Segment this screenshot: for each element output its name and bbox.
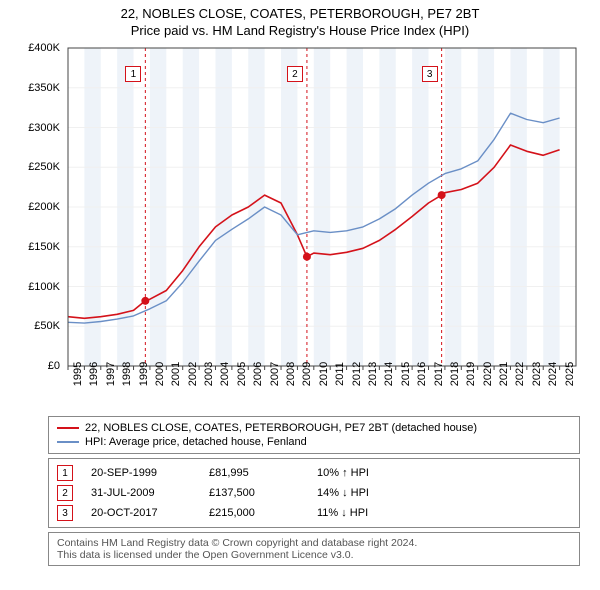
ytick-label: £300K xyxy=(16,122,60,134)
title-sub: Price paid vs. HM Land Registry's House … xyxy=(0,23,600,38)
event-row-1: 1 20-SEP-1999 £81,995 10% ↑ HPI xyxy=(57,463,571,483)
event-date-2: 31-JUL-2009 xyxy=(91,487,191,499)
ytick-label: £0 xyxy=(16,360,60,372)
chart-event-marker-2: 2 xyxy=(287,66,303,82)
ytick-label: £400K xyxy=(16,42,60,54)
xtick-label: 2015 xyxy=(400,362,412,386)
chart-svg xyxy=(20,40,580,410)
ytick-label: £50K xyxy=(16,320,60,332)
footer-line-1: Contains HM Land Registry data © Crown c… xyxy=(57,537,571,549)
xtick-label: 2021 xyxy=(498,362,510,386)
event-row-3: 3 20-OCT-2017 £215,000 11% ↓ HPI xyxy=(57,503,571,523)
event-price-3: £215,000 xyxy=(209,507,299,519)
xtick-label: 2017 xyxy=(433,362,445,386)
xtick-label: 2014 xyxy=(383,362,395,386)
ytick-label: £150K xyxy=(16,241,60,253)
xtick-label: 2003 xyxy=(203,362,215,386)
event-hpi-2: 14% ↓ HPI xyxy=(317,487,369,499)
xtick-label: 1997 xyxy=(105,362,117,386)
title-main: 22, NOBLES CLOSE, COATES, PETERBOROUGH, … xyxy=(0,6,600,21)
legend-label-property: 22, NOBLES CLOSE, COATES, PETERBOROUGH, … xyxy=(85,422,477,434)
xtick-label: 2023 xyxy=(531,362,543,386)
ytick-label: £350K xyxy=(16,82,60,94)
xtick-label: 2020 xyxy=(482,362,494,386)
xtick-label: 2000 xyxy=(154,362,166,386)
legend-swatch-property xyxy=(57,427,79,429)
xtick-label: 2012 xyxy=(351,362,363,386)
chart-event-marker-1: 1 xyxy=(125,66,141,82)
xtick-label: 2007 xyxy=(269,362,281,386)
xtick-label: 1998 xyxy=(121,362,133,386)
ytick-label: £100K xyxy=(16,281,60,293)
xtick-label: 2011 xyxy=(334,362,346,386)
events-table: 1 20-SEP-1999 £81,995 10% ↑ HPI 2 31-JUL… xyxy=(48,458,580,528)
titles: 22, NOBLES CLOSE, COATES, PETERBOROUGH, … xyxy=(0,0,600,40)
xtick-label: 2009 xyxy=(301,362,313,386)
legend-row-hpi: HPI: Average price, detached house, Fenl… xyxy=(57,435,571,449)
event-date-1: 20-SEP-1999 xyxy=(91,467,191,479)
xtick-label: 2006 xyxy=(252,362,264,386)
xtick-label: 2008 xyxy=(285,362,297,386)
xtick-label: 1996 xyxy=(88,362,100,386)
event-hpi-1: 10% ↑ HPI xyxy=(317,467,369,479)
xtick-label: 2013 xyxy=(367,362,379,386)
event-marker-3: 3 xyxy=(57,505,73,521)
xtick-label: 2025 xyxy=(564,362,576,386)
event-date-3: 20-OCT-2017 xyxy=(91,507,191,519)
event-marker-1: 1 xyxy=(57,465,73,481)
event-price-2: £137,500 xyxy=(209,487,299,499)
root: 22, NOBLES CLOSE, COATES, PETERBOROUGH, … xyxy=(0,0,600,566)
xtick-label: 1999 xyxy=(138,362,150,386)
xtick-label: 2005 xyxy=(236,362,248,386)
legend-swatch-hpi xyxy=(57,441,79,443)
legend: 22, NOBLES CLOSE, COATES, PETERBOROUGH, … xyxy=(48,416,580,454)
xtick-label: 2019 xyxy=(465,362,477,386)
event-price-1: £81,995 xyxy=(209,467,299,479)
legend-label-hpi: HPI: Average price, detached house, Fenl… xyxy=(85,436,307,448)
xtick-label: 1995 xyxy=(72,362,84,386)
xtick-label: 2024 xyxy=(547,362,559,386)
event-row-2: 2 31-JUL-2009 £137,500 14% ↓ HPI xyxy=(57,483,571,503)
chart-event-marker-3: 3 xyxy=(422,66,438,82)
xtick-label: 2004 xyxy=(219,362,231,386)
xtick-label: 2010 xyxy=(318,362,330,386)
ytick-label: £200K xyxy=(16,201,60,213)
event-marker-2: 2 xyxy=(57,485,73,501)
xtick-label: 2018 xyxy=(449,362,461,386)
xtick-label: 2002 xyxy=(187,362,199,386)
legend-row-property: 22, NOBLES CLOSE, COATES, PETERBOROUGH, … xyxy=(57,421,571,435)
chart: £0£50K£100K£150K£200K£250K£300K£350K£400… xyxy=(20,40,580,410)
ytick-label: £250K xyxy=(16,161,60,173)
footer-line-2: This data is licensed under the Open Gov… xyxy=(57,549,571,561)
footer: Contains HM Land Registry data © Crown c… xyxy=(48,532,580,566)
event-hpi-3: 11% ↓ HPI xyxy=(317,507,368,519)
xtick-label: 2001 xyxy=(170,362,182,386)
xtick-label: 2022 xyxy=(514,362,526,386)
xtick-label: 2016 xyxy=(416,362,428,386)
